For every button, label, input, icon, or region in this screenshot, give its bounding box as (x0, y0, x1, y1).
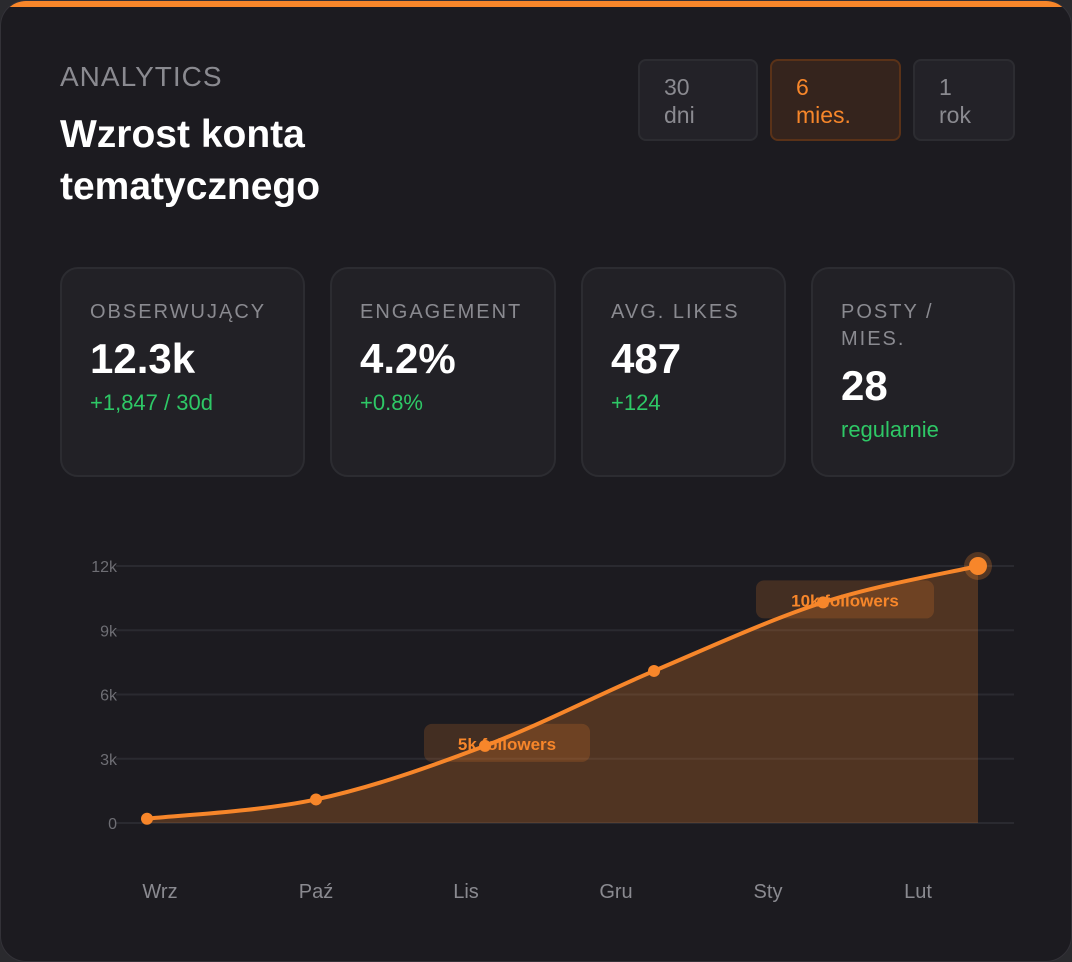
stat-change: +0.8% (360, 390, 423, 415)
stat-avg-likes: AVG. LIKES 487 +124 (581, 267, 786, 477)
stat-value: 12.3k (90, 335, 196, 382)
page-title: Wzrost konta tematycznego (60, 113, 321, 208)
stat-value: 487 (611, 335, 682, 382)
y-tick-label: 3k (100, 752, 118, 769)
data-point (310, 793, 322, 806)
data-point (141, 812, 153, 825)
accent-bar (1, 1, 1071, 7)
tab-label: 30 (664, 74, 690, 100)
tab-1-year[interactable]: 1 rok (913, 59, 1015, 141)
x-tick-label: Gru (599, 881, 632, 903)
stat-followers: OBSERWUJĄCY 12.3k +1,847 / 30d (60, 267, 305, 477)
data-point (969, 557, 987, 575)
tab-label: dni (664, 102, 695, 128)
x-tick-label: Wrz (142, 881, 177, 903)
tab-6-months[interactable]: 6 mies. (770, 59, 901, 141)
tab-label: rok (939, 102, 971, 128)
stat-label: POSTY / MIES. (841, 301, 934, 350)
stat-change: regularnie (841, 417, 939, 442)
tab-label: 6 (796, 74, 809, 100)
stat-change: +1,847 / 30d (90, 390, 213, 415)
stat-engagement: ENGAGEMENT 4.2% +0.8% (330, 267, 556, 477)
stat-change: +124 (611, 390, 661, 415)
stat-value: 4.2% (360, 335, 456, 382)
data-point (648, 664, 660, 677)
x-tick-label: Paź (299, 881, 333, 903)
tab-30-days[interactable]: 30 dni (638, 59, 758, 141)
x-tick-label: Lut (904, 881, 932, 903)
stat-label: AVG. LIKES (611, 301, 740, 323)
x-tick-label: Lis (453, 881, 479, 903)
y-tick-label: 6k (100, 688, 118, 705)
stat-value: 28 (841, 362, 888, 409)
stat-posts-per-month: POSTY / MIES. 28 regularnie (811, 267, 1015, 477)
data-point (817, 596, 829, 609)
eyebrow: ANALYTICS (60, 61, 223, 92)
tab-label: 1 (939, 74, 952, 100)
series-line (145, 564, 980, 821)
area-fill (147, 566, 978, 823)
y-tick-label: 0 (108, 816, 117, 833)
x-tick-label: Sty (754, 881, 783, 903)
stat-label: ENGAGEMENT (360, 301, 523, 323)
y-tick-label: 9k (100, 623, 118, 640)
tab-label: mies. (796, 102, 851, 128)
stat-label: OBSERWUJĄCY (90, 301, 267, 323)
y-tick-label: 12k (91, 559, 118, 576)
data-point (479, 739, 491, 752)
